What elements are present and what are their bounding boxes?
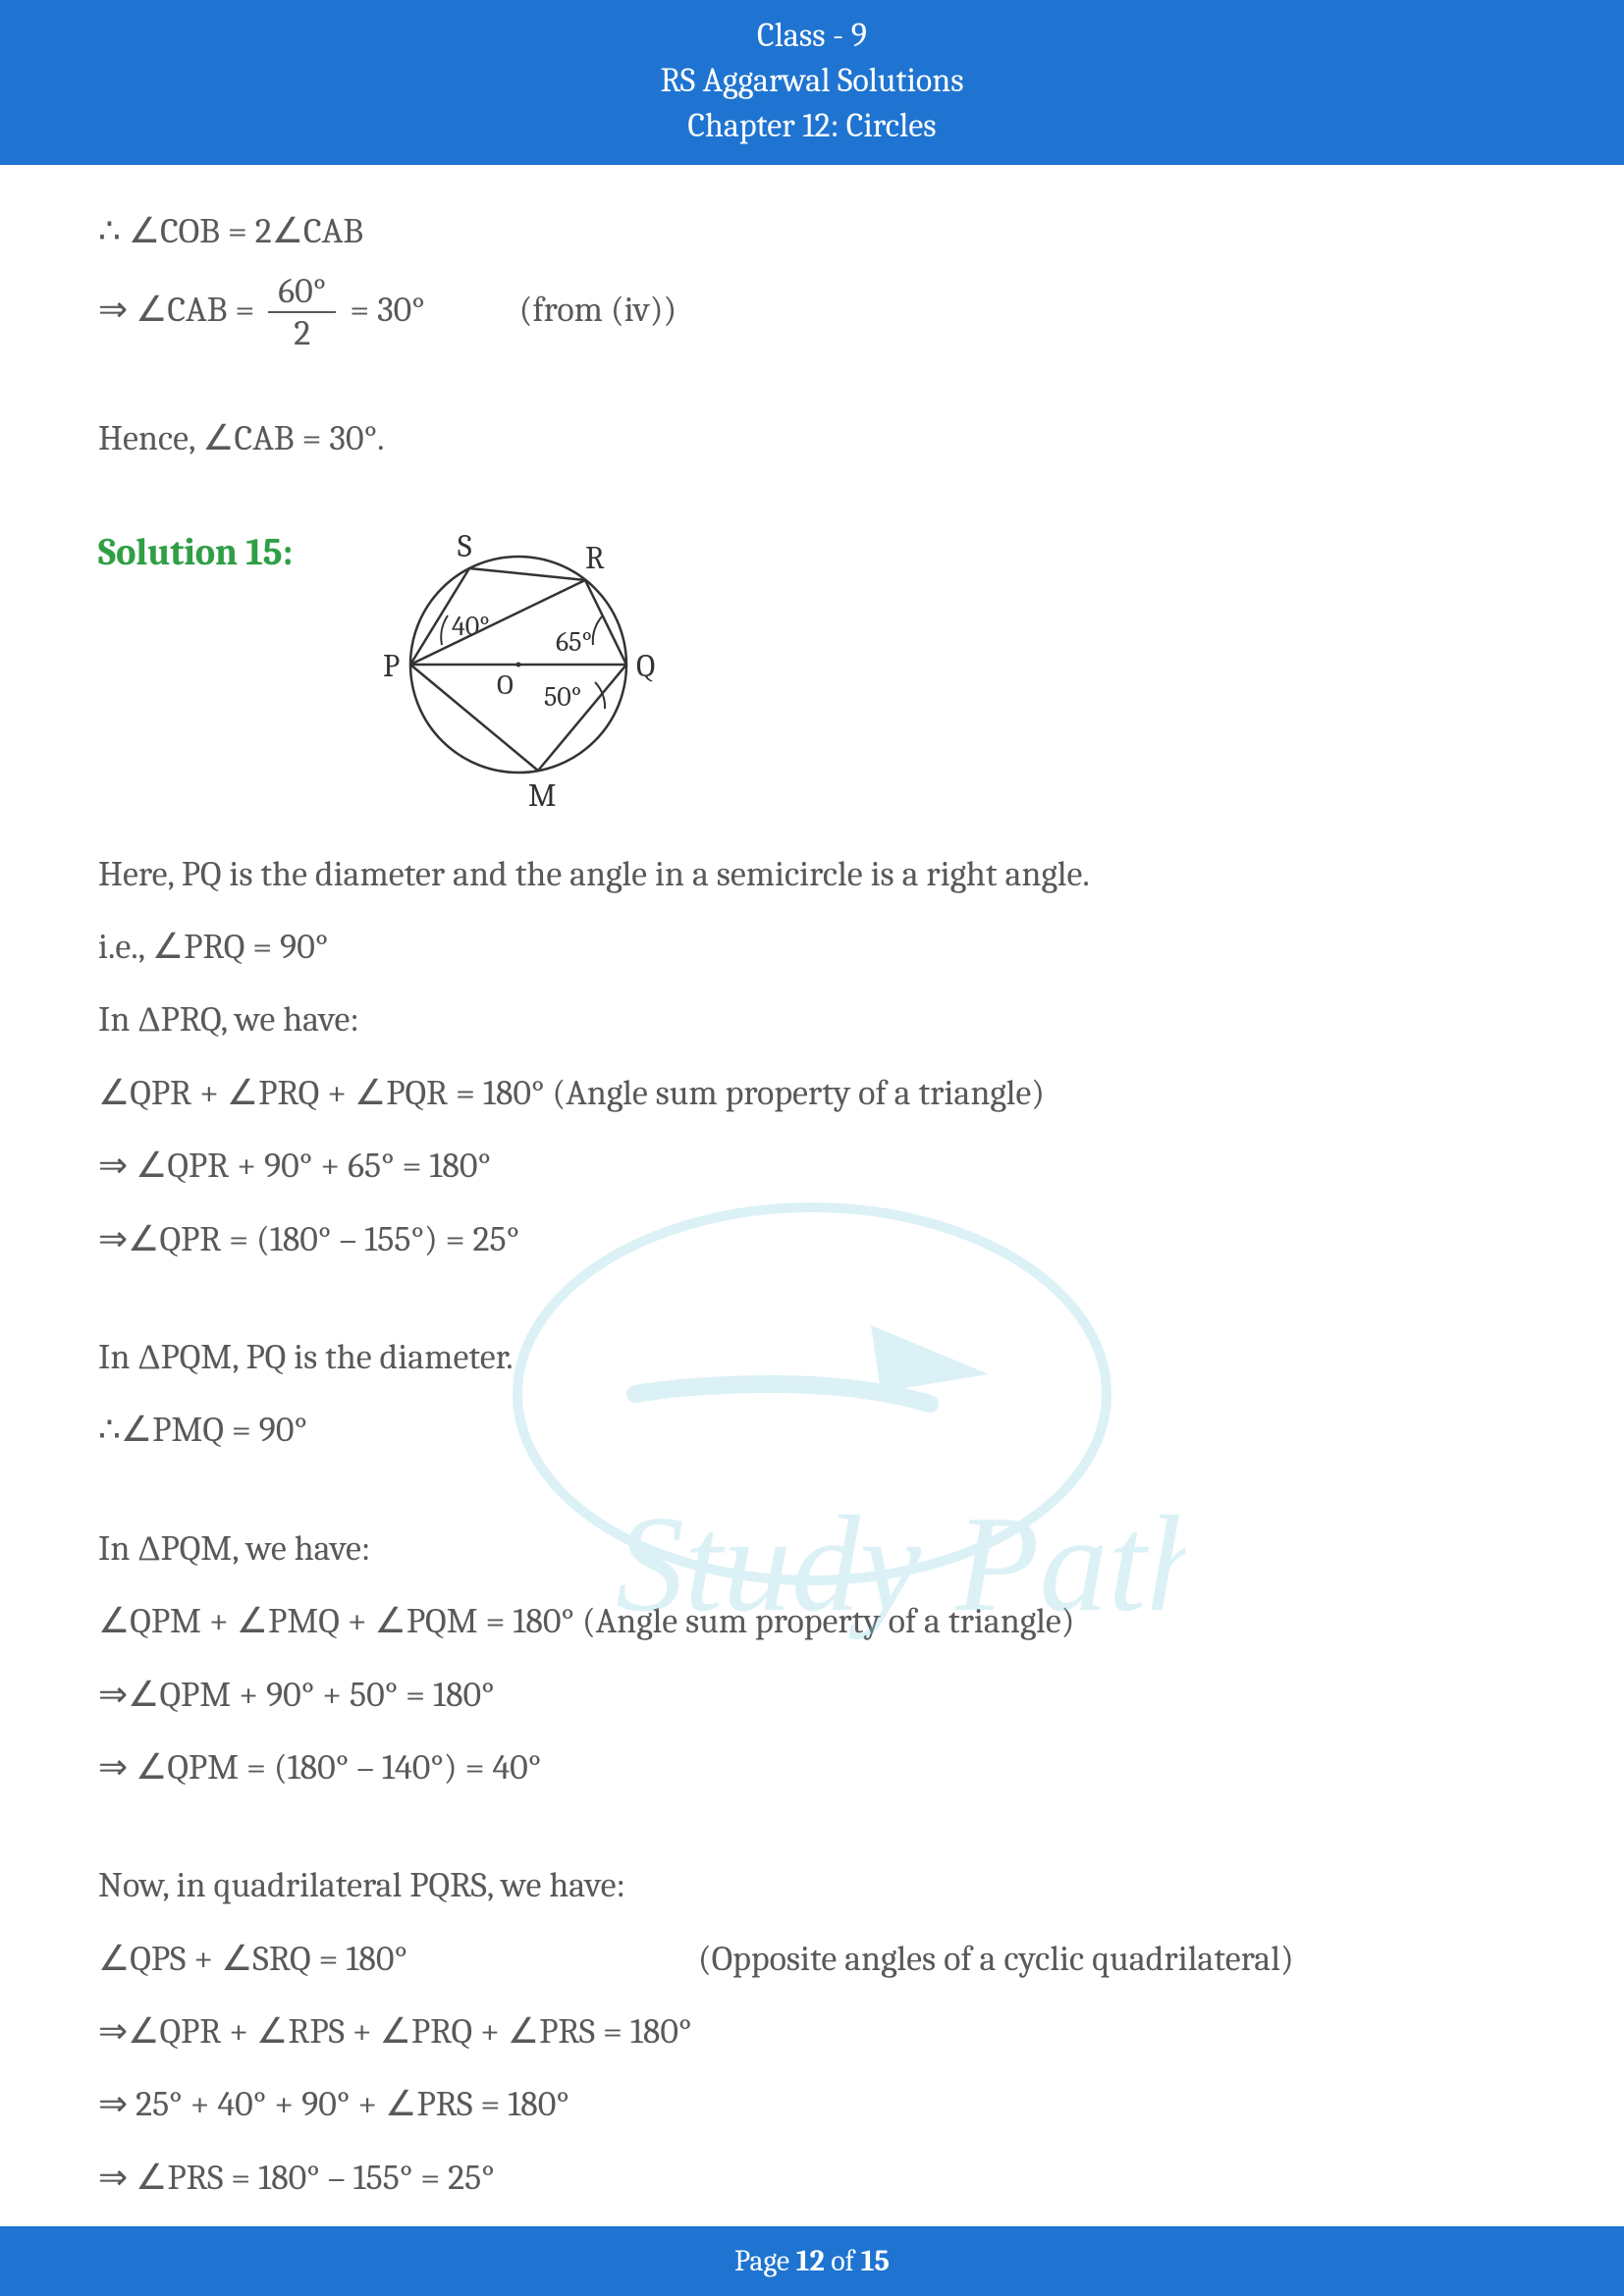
line-cyc-c: ⇒ ∠PRS = 180° – 155° = 25° — [98, 2145, 1526, 2212]
header-chapter: Chapter 12: Circles — [0, 104, 1624, 149]
line-cyc: ∠QPS + ∠SRQ = 180° (Opposite angles of a… — [98, 1926, 1526, 1993]
cyc-right: (Opposite angles of a cyclic quadrilater… — [698, 1939, 1294, 1979]
line-sum2b: ⇒ ∠QPM = (180° – 140°) = 40° — [98, 1735, 1526, 1801]
solution-15-row: Solution 15: — [98, 517, 1526, 834]
line-inpqm2: In ΔPQM, we have: — [98, 1516, 1526, 1582]
line-cyc-a: ⇒∠QPR + ∠RPS + ∠PRQ + ∠PRS = 180° — [98, 1999, 1526, 2065]
line-hence: Hence, ∠CAB = 30°. — [98, 405, 1526, 472]
geometry-diagram: P Q S R M O 40° 65° 50° — [352, 517, 685, 812]
footer-mid: of — [825, 2244, 861, 2278]
line-cyc-b: ⇒ 25° + 40° + 90° + ∠PRS = 180° — [98, 2071, 1526, 2138]
line-ie: i.e., ∠PRQ = 90° — [98, 914, 1526, 981]
angle-40: 40° — [452, 611, 490, 642]
frac-num: 60° — [268, 271, 336, 313]
label-S: S — [458, 528, 472, 564]
solution-15-heading: Solution 15: — [98, 517, 293, 588]
label-O: O — [497, 669, 514, 701]
fraction: 60° 2 — [268, 271, 336, 354]
line-sum2a: ⇒∠QPM + 90° + 50° = 180° — [98, 1662, 1526, 1729]
line-quad: Now, in quadrilateral PQRS, we have: — [98, 1852, 1526, 1919]
line-inprq: In ΔPRQ, we have: — [98, 987, 1526, 1053]
line-sum2: ∠QPM + ∠PMQ + ∠PQM = 180° (Angle sum pro… — [98, 1588, 1526, 1655]
footer-total: 15 — [861, 2244, 890, 2278]
diagram-wrap: P Q S R M O 40° 65° 50° — [352, 517, 685, 834]
label-Q: Q — [636, 648, 655, 684]
footer-page-no: 12 — [796, 2244, 825, 2278]
line-sum1b: ⇒∠QPR = (180° – 155°) = 25° — [98, 1206, 1526, 1273]
line-sum1: ∠QPR + ∠PRQ + ∠PQR = 180° (Angle sum pro… — [98, 1060, 1526, 1127]
line-sum1a: ⇒ ∠QPR + 90° + 65° = 180° — [98, 1133, 1526, 1200]
frac-left: ⇒ ∠CAB = — [98, 290, 254, 330]
line-cob: ∴ ∠COB = 2∠CAB — [98, 198, 1526, 265]
footer-prefix: Page — [734, 2244, 796, 2278]
line-cab-frac: ⇒ ∠CAB = 60° 2 = 30° (from (iv)) — [98, 271, 1526, 354]
cyc-left: ∠QPS + ∠SRQ = 180° — [98, 1939, 407, 1979]
label-M: M — [528, 777, 556, 812]
line-inpqm1: In ΔPQM, PQ is the diameter. — [98, 1324, 1526, 1391]
line-pmq: ∴∠PMQ = 90° — [98, 1397, 1526, 1464]
page-content: ∴ ∠COB = 2∠CAB ⇒ ∠CAB = 60° 2 = 30° (fro… — [0, 165, 1624, 2285]
angle-50: 50° — [544, 681, 581, 713]
frac-den: 2 — [268, 313, 336, 353]
header-book: RS Aggarwal Solutions — [0, 59, 1624, 104]
header-class: Class - 9 — [0, 14, 1624, 59]
angle-65: 65° — [556, 626, 592, 658]
label-R: R — [585, 540, 605, 576]
page-header: Class - 9 RS Aggarwal Solutions Chapter … — [0, 0, 1624, 165]
frac-right: = 30° — [350, 290, 425, 330]
line-para1: Here, PQ is the diameter and the angle i… — [98, 841, 1526, 908]
label-P: P — [383, 648, 400, 684]
frac-note: (from (iv)) — [519, 290, 677, 330]
page-footer: Page 12 of 15 — [0, 2226, 1624, 2296]
